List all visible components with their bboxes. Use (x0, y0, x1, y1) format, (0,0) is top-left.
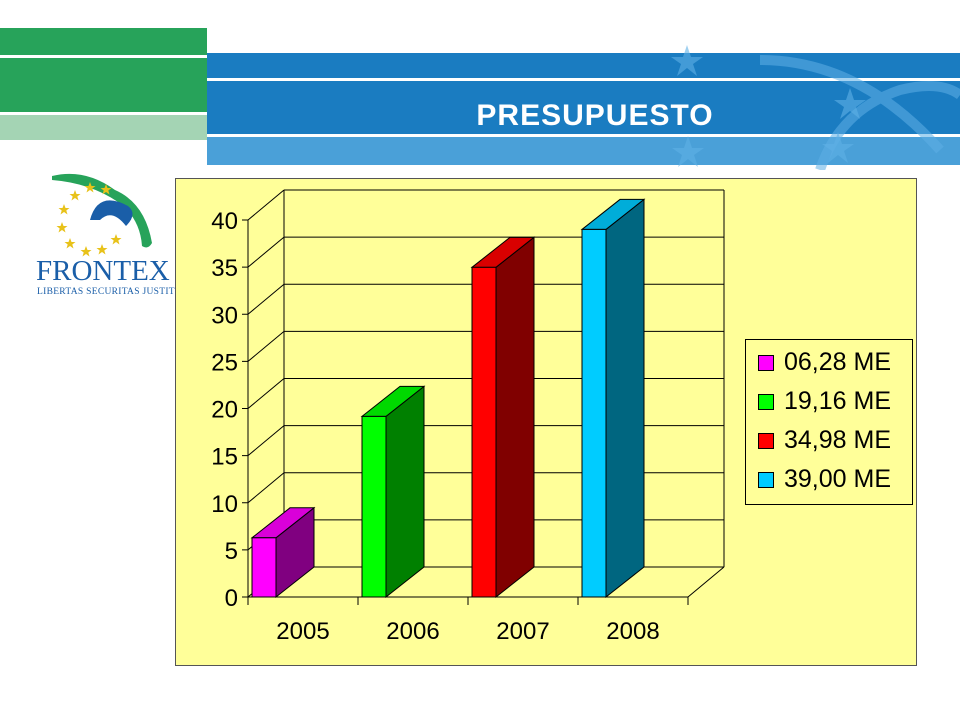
logo-name: FRONTEX (36, 255, 170, 287)
legend-swatch (758, 355, 774, 371)
y-tick-label: 0 (225, 585, 238, 612)
logo-motto: LIBERTAS SECURITAS JUSTITIA (37, 287, 186, 297)
header-banner: PRESUPUESTO (0, 0, 960, 170)
legend-swatch (758, 394, 774, 410)
grid-diagonal (247, 189, 285, 221)
bar (361, 415, 387, 598)
banner-star-decoration (671, 45, 960, 170)
banner-divider (0, 112, 207, 115)
bar (471, 266, 497, 598)
x-tick-label: 2007 (496, 618, 549, 645)
legend-label: 39,00 ME (784, 465, 892, 493)
frontex-logo-emblem (52, 173, 152, 257)
banner-divider (207, 78, 960, 81)
bar-side (495, 236, 535, 599)
grid-diagonal (247, 283, 285, 315)
y-tick-label: 10 (211, 491, 238, 518)
legend-label: 06,28 ME (784, 348, 892, 376)
x-tick-label: 2008 (606, 618, 659, 645)
x-tick-label: 2006 (386, 618, 439, 645)
banner-green-light (0, 115, 207, 140)
page-title: PRESUPUESTO (476, 99, 714, 132)
y-tick-label: 5 (225, 538, 238, 565)
legend-label: 34,98 ME (784, 426, 892, 454)
grid-diagonal (247, 472, 285, 504)
x-tick-label: 2005 (276, 618, 329, 645)
grid-diagonal (247, 378, 285, 409)
bar-side (385, 385, 425, 599)
banner-divider (0, 55, 207, 58)
legend-swatch (758, 433, 774, 449)
y-tick-label: 20 (211, 397, 238, 424)
banner-divider (207, 134, 960, 137)
legend-label: 19,16 ME (784, 387, 892, 415)
grid-diagonal (247, 330, 285, 362)
chart-legend: 06,28 ME 19,16 ME 34,98 ME 39,00 ME (745, 339, 913, 505)
bar (251, 537, 277, 598)
y-tick-label: 35 (211, 255, 238, 282)
y-tick-label: 30 (211, 302, 238, 329)
y-tick-label: 15 (211, 444, 238, 471)
bar (581, 228, 607, 598)
y-tick-label: 25 (211, 349, 238, 376)
y-tick-label: 40 (211, 208, 238, 235)
grid-diagonal (247, 236, 285, 268)
grid-diagonal (247, 425, 285, 457)
floor-edge (687, 566, 725, 598)
bar-side (605, 198, 645, 599)
legend-swatch (758, 472, 774, 488)
